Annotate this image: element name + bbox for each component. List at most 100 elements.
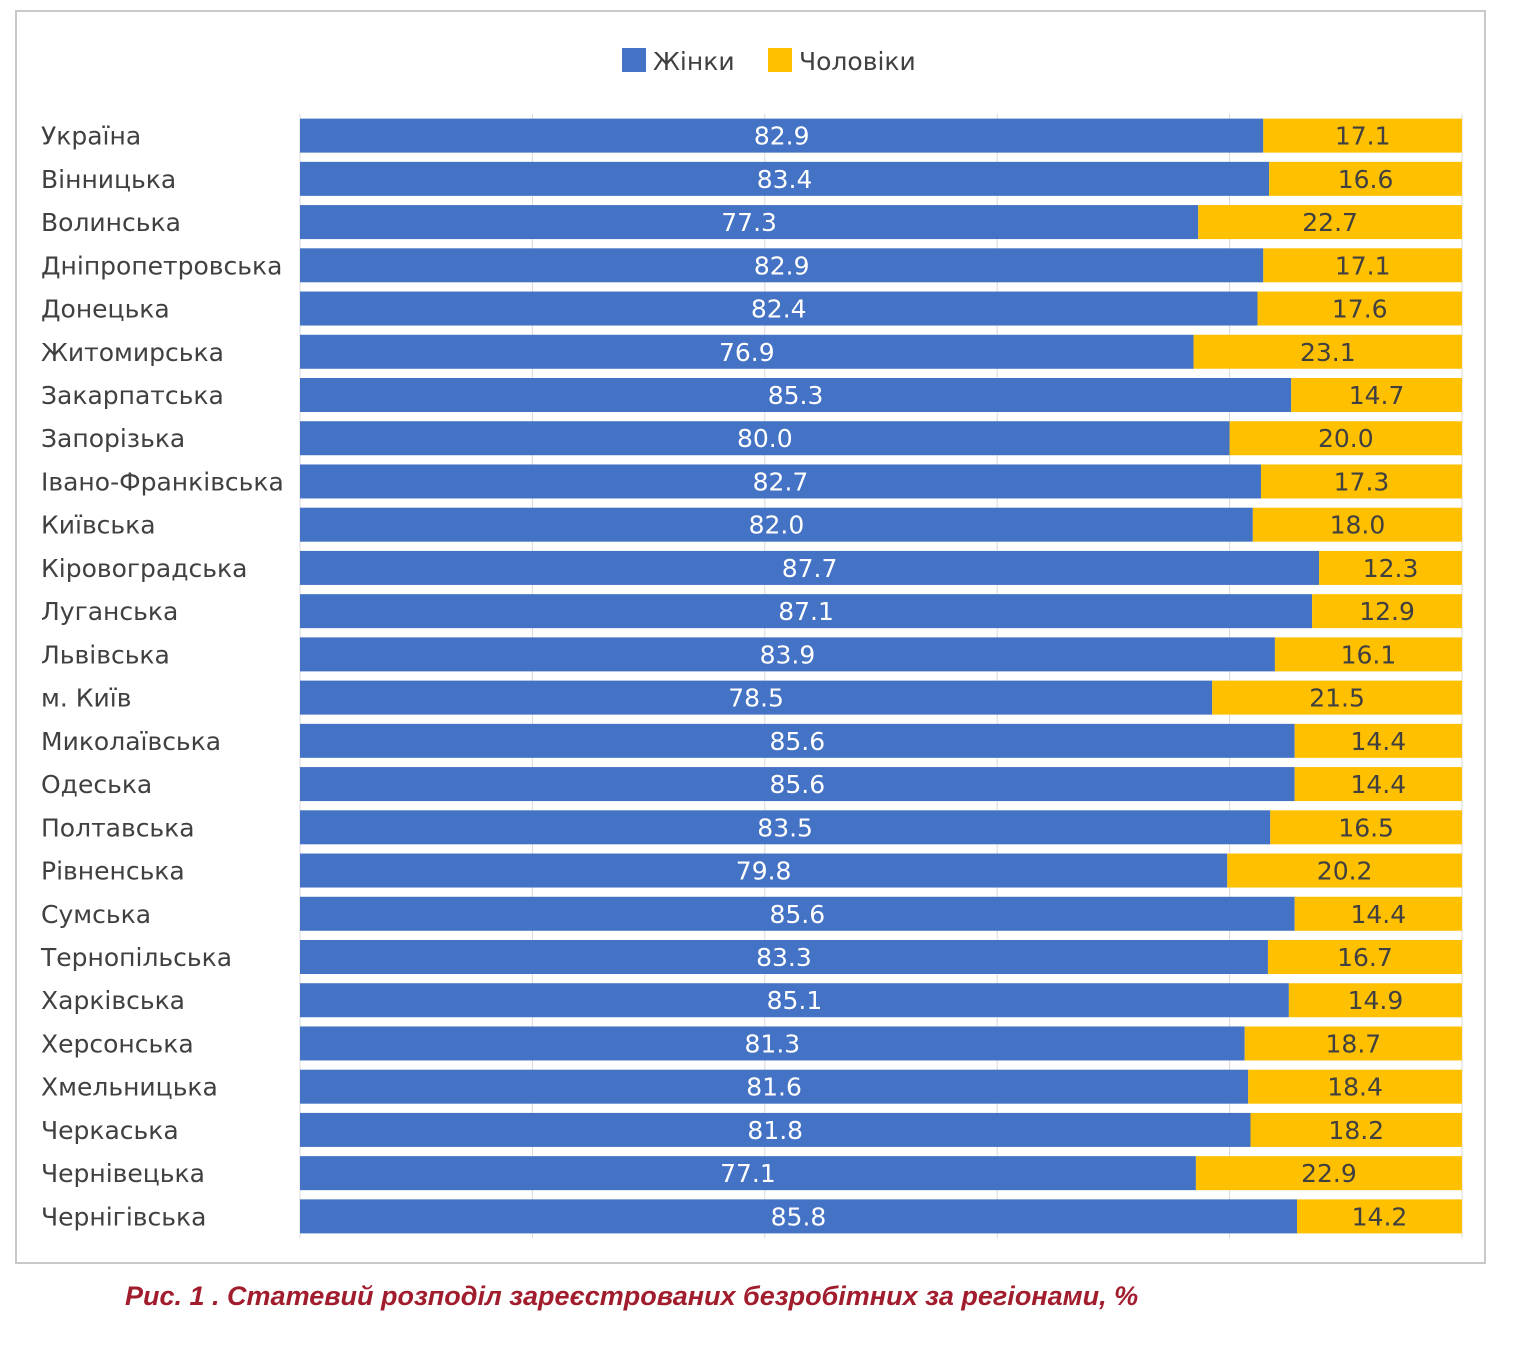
data-label: 12.3 — [1363, 554, 1419, 583]
bar-women — [300, 291, 1258, 326]
legend: Жінки Чоловіки — [622, 47, 916, 76]
bar-women — [300, 723, 1295, 758]
bar-women — [300, 940, 1268, 974]
category-label: Полтавська — [41, 813, 195, 842]
data-label: 17.6 — [1332, 295, 1388, 324]
data-label: 18.7 — [1326, 1029, 1382, 1058]
data-label: 85.1 — [767, 986, 823, 1015]
category-label: Харківська — [41, 986, 185, 1015]
legend-swatch — [622, 48, 646, 72]
category-label: Луганська — [41, 597, 178, 626]
category-label: Львівська — [41, 640, 170, 669]
bar-women — [300, 853, 1228, 888]
category-label: Закарпатська — [41, 381, 224, 410]
data-label: 23.1 — [1300, 338, 1356, 367]
data-label: 17.1 — [1335, 122, 1391, 151]
data-label: 14.4 — [1351, 727, 1407, 756]
bar-women — [300, 1026, 1245, 1061]
data-label: 16.7 — [1337, 943, 1393, 972]
bar-men — [1212, 680, 1462, 715]
bar-women — [300, 637, 1275, 672]
bar-women — [300, 248, 1264, 283]
bar-men — [1229, 421, 1462, 456]
data-label: 14.4 — [1351, 770, 1407, 799]
data-label: 85.3 — [768, 381, 824, 410]
bar-men — [1198, 205, 1462, 240]
value-labels: 82.9 17.1 83.4 16.6 77.3 22.7 82.9 17.1 82.4 17.6… — [719, 122, 1418, 1232]
figure-caption: Рис. 1 . Статевий розподіл зареєстровани… — [125, 1281, 1139, 1311]
bar-men — [1193, 334, 1462, 369]
bar-women — [300, 421, 1230, 456]
category-label: Одеська — [41, 770, 152, 799]
category-label: м. Київ — [41, 684, 131, 713]
bar-men — [1294, 896, 1462, 931]
data-label: 82.9 — [754, 251, 810, 280]
data-label: 14.4 — [1351, 900, 1407, 929]
bar-men — [1319, 550, 1462, 585]
bar-women — [300, 118, 1264, 153]
data-label: 16.1 — [1341, 640, 1397, 669]
bar-women — [300, 896, 1295, 931]
bar-men — [1244, 1026, 1462, 1061]
data-label: 14.7 — [1349, 381, 1405, 410]
data-label: 85.6 — [770, 770, 826, 799]
bar-men — [1260, 464, 1462, 499]
bar-men — [1195, 1156, 1462, 1191]
category-label: Івано-Франківська — [41, 467, 284, 496]
bar-men — [1263, 118, 1462, 153]
data-label: 82.7 — [753, 467, 809, 496]
data-label: 77.3 — [721, 208, 777, 237]
data-label: 85.8 — [771, 1202, 827, 1231]
legend-label: Чоловіки — [799, 47, 916, 76]
bars — [300, 118, 1462, 1234]
data-label: 83.9 — [760, 640, 816, 669]
bar-men — [1263, 248, 1462, 283]
bar-women — [300, 1156, 1196, 1191]
bar-women — [300, 810, 1271, 845]
stacked-bar-chart: 82.9 17.1 83.4 16.6 77.3 22.7 82.9 17.1 82.4 17.6… — [40, 47, 1463, 1238]
bar-men — [1267, 940, 1462, 974]
bar-women — [300, 594, 1313, 629]
data-label: 82.0 — [749, 511, 805, 540]
legend-swatch — [768, 48, 792, 72]
legend-label: Жінки — [653, 47, 735, 76]
category-labels: Україна Вінницька Волинська Дніпропетровськ… — [40, 122, 284, 1232]
bar-men — [1294, 723, 1462, 758]
data-label: 82.9 — [754, 122, 810, 151]
data-label: 82.4 — [751, 295, 807, 324]
bar-men — [1288, 983, 1462, 1018]
bar-men — [1312, 594, 1462, 629]
category-label: Херсонська — [41, 1029, 194, 1058]
data-label: 20.2 — [1317, 857, 1373, 886]
data-label: 78.5 — [728, 684, 784, 713]
category-label: Житомирська — [41, 338, 224, 367]
bar-men — [1248, 1069, 1462, 1104]
bar-women — [300, 161, 1270, 196]
data-label: 81.3 — [745, 1029, 801, 1058]
category-label: Миколаївська — [41, 727, 221, 756]
category-label: Кіровоградська — [41, 554, 247, 583]
data-label: 22.9 — [1301, 1159, 1357, 1188]
bar-women — [300, 1112, 1251, 1147]
bar-women — [300, 1069, 1249, 1104]
data-label: 12.9 — [1359, 597, 1415, 626]
category-label: Чернігівська — [41, 1202, 206, 1231]
data-label: 17.1 — [1335, 251, 1391, 280]
category-label: Хмельницька — [41, 1073, 218, 1102]
data-label: 76.9 — [719, 338, 775, 367]
gridlines — [299, 114, 1463, 1238]
category-label: Тернопільська — [40, 943, 232, 972]
data-label: 21.5 — [1309, 684, 1365, 713]
data-label: 18.0 — [1330, 511, 1386, 540]
data-label: 16.5 — [1338, 813, 1394, 842]
data-label: 22.7 — [1302, 208, 1358, 237]
bar-women — [300, 205, 1199, 240]
data-label: 81.6 — [746, 1073, 802, 1102]
bar-men — [1294, 767, 1462, 802]
bar-men — [1257, 291, 1462, 326]
bar-men — [1274, 637, 1462, 672]
bar-women — [300, 680, 1213, 715]
bar-men — [1227, 853, 1462, 888]
data-label: 77.1 — [720, 1159, 776, 1188]
bar-men — [1250, 1112, 1462, 1147]
